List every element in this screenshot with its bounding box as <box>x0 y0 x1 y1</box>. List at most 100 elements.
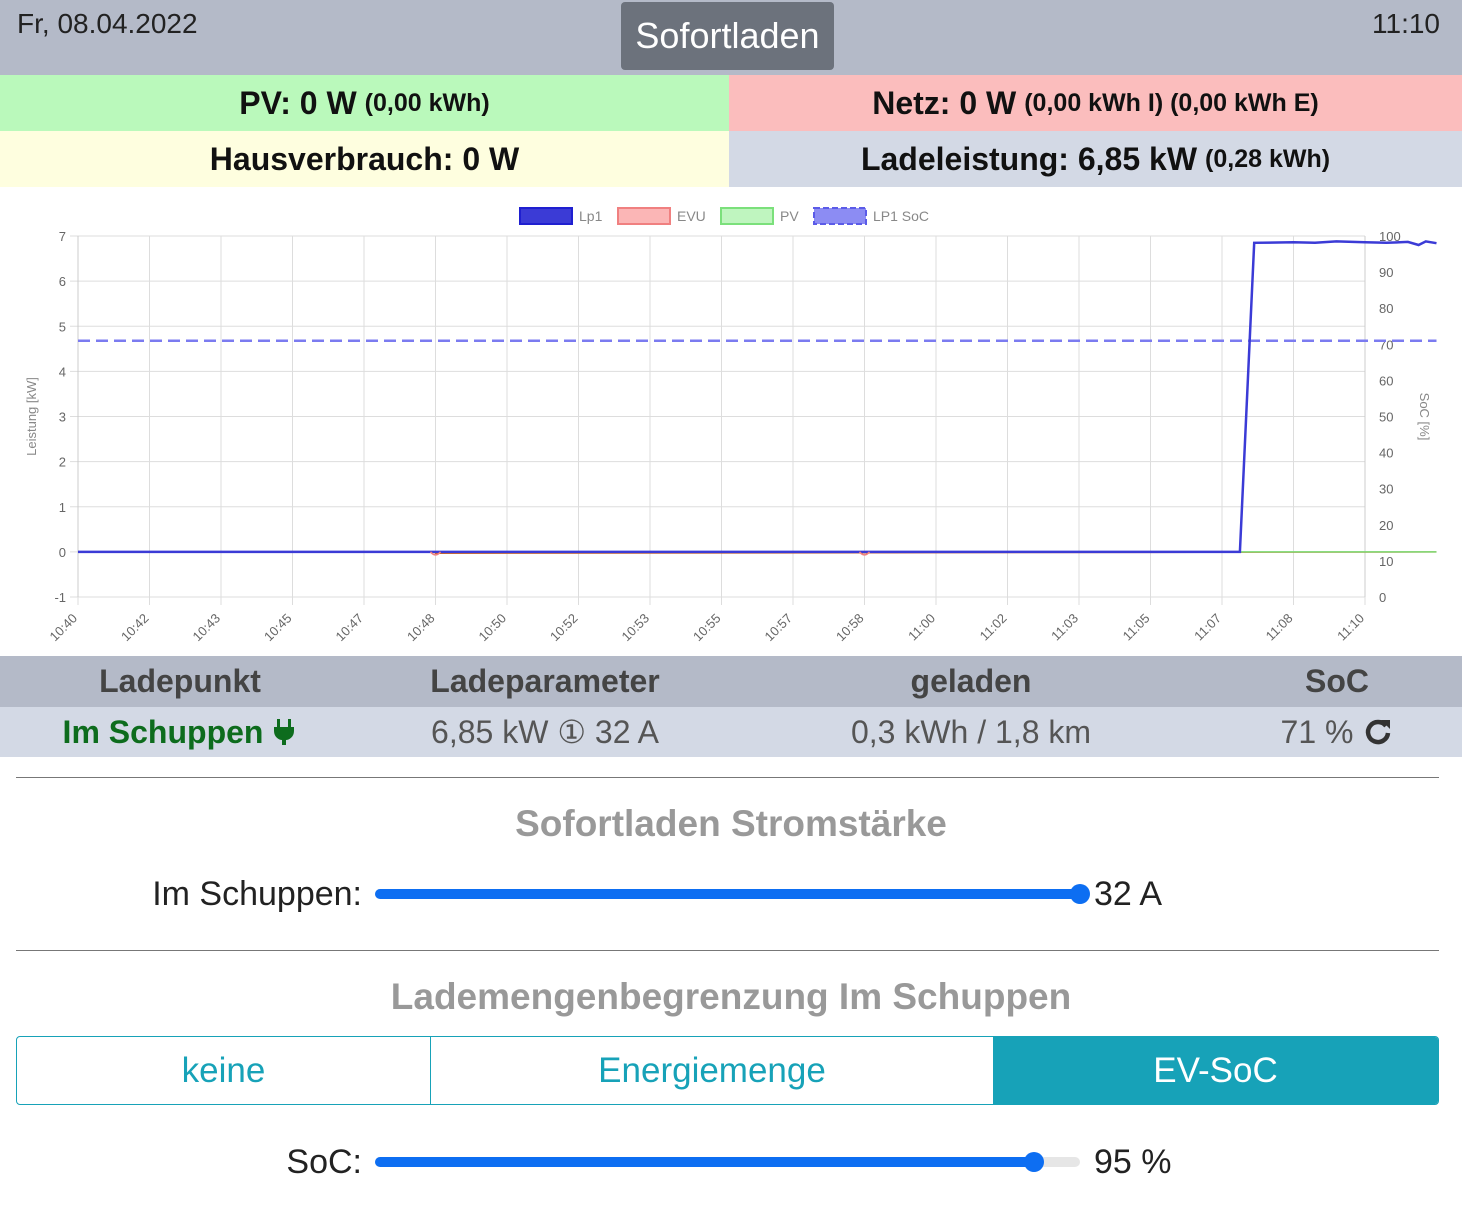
x-tick-label: 11:00 <box>905 611 938 644</box>
divider <box>16 950 1439 951</box>
sofortladen-title: Sofortladen Stromstärke <box>515 803 947 844</box>
time-display: 11:10 <box>1372 8 1440 39</box>
soc-slider[interactable] <box>375 1152 1080 1172</box>
y2-tick-label: 20 <box>1379 518 1393 533</box>
header-ladeparameter: Ladeparameter <box>430 663 660 699</box>
x-tick-label: 10:43 <box>190 611 224 645</box>
current-slider-value: 32 A <box>1094 875 1163 913</box>
header-soc: SoC <box>1305 663 1369 699</box>
legend-swatch <box>813 207 867 225</box>
evu-point <box>429 551 442 556</box>
y-tick-label: 4 <box>59 364 66 379</box>
charge-mode-button[interactable]: Sofortladen <box>621 2 834 70</box>
x-tick-label: 11:05 <box>1120 611 1153 644</box>
legend-label: LP1 SoC <box>873 208 929 224</box>
y-tick-label: 6 <box>59 274 66 289</box>
legend-swatch <box>519 207 573 225</box>
x-tick-label: 10:45 <box>261 611 295 645</box>
charging-power-label: Ladeleistung: 6,85 kW <box>860 140 1198 177</box>
house-consumption-panel: Hausverbrauch: 0 W <box>0 131 729 187</box>
y2-tick-label: 40 <box>1379 446 1393 461</box>
x-tick-label: 10:57 <box>762 611 796 645</box>
chargepoint-name-cell[interactable]: Im Schuppen <box>0 707 360 757</box>
header-ladepunkt: Ladepunkt <box>99 663 261 699</box>
y2-tick-label: 30 <box>1379 482 1393 497</box>
soc-slider-value: 95 % <box>1094 1143 1172 1181</box>
legend-item-lp1: Lp1 <box>519 207 603 225</box>
y2-tick-label: 10 <box>1379 554 1393 569</box>
plug-icon <box>274 719 295 745</box>
current-slider[interactable] <box>375 884 1090 904</box>
x-tick-label: 11:10 <box>1334 611 1367 644</box>
soc-slider-fill <box>375 1157 1035 1167</box>
current-slider-fill <box>375 889 1080 899</box>
y2-tick-label: 50 <box>1379 410 1393 425</box>
y-tick-label: 3 <box>59 410 66 425</box>
house-consumption-label: Hausverbrauch: 0 W <box>209 140 520 177</box>
y-tick-label: 7 <box>59 229 66 244</box>
evu-point <box>858 551 871 556</box>
soc-slider-thumb[interactable] <box>1024 1152 1045 1172</box>
limit-option-energiemenge[interactable]: Energiemenge <box>598 1050 826 1090</box>
legend-swatch <box>720 207 774 225</box>
pv-power-label: PV: 0 W <box>239 84 357 121</box>
y2-tick-label: 80 <box>1379 301 1393 316</box>
series-lp1 <box>78 240 1437 554</box>
y2-tick-label: 90 <box>1379 265 1393 280</box>
x-tick-label: 11:07 <box>1191 611 1224 644</box>
legend-item-pv: PV <box>720 207 799 225</box>
x-tick-label: 10:40 <box>47 611 81 645</box>
grid-power-label: Netz: 0 W <box>872 84 1017 121</box>
pv-power-panel: PV: 0 W (0,00 kWh) <box>0 75 729 131</box>
y-tick-label: 1 <box>59 500 66 515</box>
date-display: Fr, 08.04.2022 <box>17 8 198 39</box>
y-tick-label: 5 <box>59 319 66 334</box>
x-tick-label: 10:58 <box>833 611 867 645</box>
legend-item-evu: EVU <box>617 207 706 225</box>
limit-option-ev-soc[interactable]: EV-SoC <box>993 1037 1438 1104</box>
top-bar: Fr, 08.04.2022 Sofortladen 11:10 <box>0 0 1462 75</box>
x-tick-label: 11:02 <box>977 611 1010 644</box>
y-tick-label: 2 <box>59 455 66 470</box>
chargepoint-name[interactable]: Im Schuppen <box>62 713 264 750</box>
x-tick-label: 10:47 <box>333 611 367 645</box>
y2-tick-label: 100 <box>1379 229 1401 244</box>
x-tick-label: 10:48 <box>404 611 438 645</box>
divider <box>16 777 1439 778</box>
soc-slider-label: SoC: <box>286 1143 362 1181</box>
y2-tick-label: 60 <box>1379 373 1393 388</box>
y2-tick-label: 0 <box>1379 590 1386 605</box>
refresh-icon[interactable] <box>1363 717 1393 747</box>
charging-params: 6,85 kW ① 32 A <box>431 714 659 750</box>
chargepoint-table-header: Ladepunkt Ladeparameter geladen SoC <box>0 656 1462 707</box>
charging-energy-label: (0,28 kWh) <box>1205 144 1331 173</box>
limit-mode-selector: keine Energiemenge EV-SoC <box>16 1036 1439 1105</box>
x-tick-label: 10:42 <box>118 611 152 645</box>
chargepoint-row: Im Schuppen 6,85 kW ① 32 A 0,3 kWh / 1,8… <box>0 707 1462 757</box>
limit-option-keine[interactable]: keine <box>17 1037 431 1104</box>
current-slider-thumb[interactable] <box>1070 884 1090 904</box>
x-tick-label: 10:50 <box>476 611 510 645</box>
x-tick-label: 10:52 <box>547 611 581 645</box>
legend-label: Lp1 <box>579 208 603 224</box>
legend-swatch <box>617 207 671 225</box>
y-tick-label: 0 <box>59 545 66 560</box>
header-geladen: geladen <box>910 663 1032 699</box>
grid-power-panel: Netz: 0 W (0,00 kWh I) (0,00 kWh E) <box>729 75 1462 131</box>
y-tick-label: -1 <box>54 590 66 605</box>
y2-axis-label: SoC [%] <box>1417 393 1432 441</box>
legend-label: EVU <box>677 208 706 224</box>
y-axis-label: Leistung [kW] <box>24 377 39 456</box>
soc-value: 71 % <box>1280 713 1354 750</box>
x-tick-label: 10:53 <box>619 611 653 645</box>
legend-item-lp1-soc: LP1 SoC <box>813 207 929 225</box>
x-tick-label: 10:55 <box>690 611 724 645</box>
charged-amount: 0,3 kWh / 1,8 km <box>850 713 1092 750</box>
x-tick-label: 11:08 <box>1263 611 1296 644</box>
legend-label: PV <box>780 208 799 224</box>
pv-energy-label: (0,00 kWh) <box>364 88 490 117</box>
lademenge-title: Lademengenbegrenzung Im Schuppen <box>390 976 1072 1017</box>
grid-energy-label: (0,00 kWh I) (0,00 kWh E) <box>1024 88 1319 117</box>
x-tick-label: 11:03 <box>1048 611 1081 644</box>
